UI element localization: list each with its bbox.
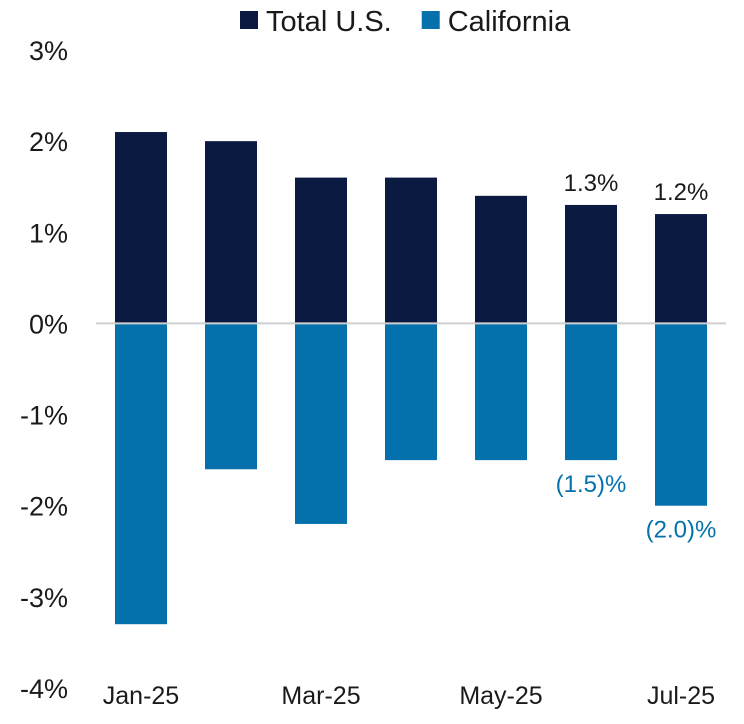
bar-us-4	[475, 195, 527, 324]
bar-ca-2	[295, 323, 347, 524]
x-axis: Jan-25 Mar-25 May-25 Jul-25	[103, 682, 715, 710]
data-labels: 1.3% 1.2% (1.5)% (2.0)%	[556, 170, 717, 544]
bar-ca-6	[655, 323, 707, 506]
data-label-us-5: 1.3%	[564, 170, 619, 197]
bar-us-1	[205, 141, 257, 324]
legend-swatch-0	[240, 11, 258, 29]
y-axis: 3% 2% 1% 0% -1% -2% -3% -4%	[20, 36, 68, 704]
bar-ca-4	[475, 323, 527, 461]
bar-us-2	[295, 177, 347, 324]
y-tick-label: -3%	[20, 583, 68, 613]
y-tick-label: 3%	[29, 36, 68, 66]
bar-us-3	[385, 177, 437, 324]
data-label-ca-6: (2.0)%	[646, 517, 717, 544]
plot-area	[115, 132, 707, 625]
bar-ca-1	[205, 323, 257, 470]
x-tick-label: Jan-25	[103, 682, 179, 710]
y-tick-label: 2%	[29, 127, 68, 157]
bar-us-0	[115, 132, 167, 324]
x-tick-label: Jul-25	[647, 682, 715, 710]
y-tick-label: -2%	[20, 492, 68, 522]
y-tick-label: -4%	[20, 674, 68, 704]
legend-label-1: California	[448, 6, 571, 38]
bar-ca-0	[115, 323, 167, 625]
x-tick-label: Mar-25	[281, 682, 360, 710]
bar-ca-3	[385, 323, 437, 461]
y-tick-label: -1%	[20, 401, 68, 431]
data-label-us-6: 1.2%	[654, 179, 709, 206]
legend: Total U.S. California	[240, 6, 571, 38]
data-label-ca-5: (1.5)%	[556, 471, 627, 498]
bar-us-5	[565, 204, 617, 324]
y-tick-label: 1%	[29, 218, 68, 248]
x-tick-label: May-25	[459, 682, 542, 710]
legend-swatch-1	[421, 11, 440, 29]
y-tick-label: 0%	[29, 309, 68, 339]
legend-label-0: Total U.S.	[266, 6, 392, 38]
bar-ca-5	[565, 323, 617, 461]
bar-us-6	[655, 214, 707, 324]
